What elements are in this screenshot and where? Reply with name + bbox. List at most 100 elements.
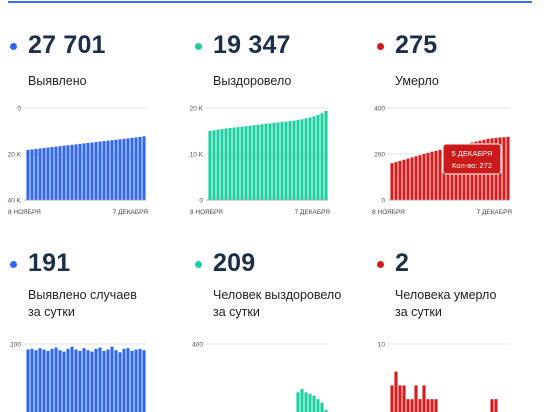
- y-tick-label: 10 K: [190, 152, 204, 159]
- bar: [86, 350, 90, 412]
- bar: [212, 130, 216, 200]
- bar: [300, 388, 304, 412]
- y-tick-label: 0: [17, 106, 21, 113]
- y-tick-label: 20 K: [8, 152, 22, 159]
- bar: [26, 149, 30, 200]
- bar: [288, 121, 292, 200]
- bar: [308, 117, 312, 200]
- x-end-label: 7 ДЕКАБРЯ: [295, 209, 331, 216]
- bar: [406, 158, 410, 200]
- bar: [320, 402, 324, 412]
- y-tick-label: 400: [374, 106, 385, 113]
- bar: [414, 156, 418, 200]
- died-cumulative-chart: 400 200 0 8 НОЯБРЯ 7 ДЕКАБРЯ 5 ДЕКАБРЯ Кол-во:…: [372, 106, 513, 217]
- stat-daily-died-label-2: за сутки: [395, 305, 442, 319]
- bar: [94, 348, 98, 412]
- bar: [304, 118, 308, 200]
- bar: [106, 349, 110, 412]
- y-tick-label: 400: [192, 342, 203, 349]
- bar: [50, 348, 54, 412]
- bar: [34, 148, 38, 200]
- bar: [74, 144, 78, 200]
- bar: [402, 159, 406, 200]
- stat-daily-recovered-label-1: Человек выздоровело: [213, 288, 342, 302]
- bar: [256, 124, 260, 200]
- y-tick-label: 200: [374, 152, 385, 159]
- bar: [142, 136, 146, 200]
- bar: [216, 129, 220, 200]
- blue-dot-icon: [10, 43, 17, 50]
- bar: [410, 399, 414, 412]
- bar: [220, 128, 224, 200]
- bar: [418, 155, 422, 200]
- bar: [142, 350, 146, 412]
- bar: [324, 111, 328, 200]
- bar: [434, 399, 438, 412]
- bar: [46, 350, 50, 412]
- x-start-label: 8 НОЯБРЯ: [8, 209, 41, 216]
- stat-detected-value: 27 701: [28, 31, 106, 59]
- bar: [316, 399, 320, 412]
- daily-detected-chart: 200: [10, 342, 146, 412]
- bar: [228, 128, 232, 200]
- bar: [490, 399, 494, 412]
- bar: [74, 349, 78, 412]
- x-start-label: 8 НОЯБРЯ: [190, 209, 223, 216]
- bar: [430, 151, 434, 200]
- bar: [434, 150, 438, 200]
- bar: [426, 152, 430, 200]
- bar: [54, 146, 58, 200]
- bar: [70, 346, 74, 412]
- bar: [66, 145, 70, 200]
- y-tick-label: 0: [199, 198, 203, 205]
- bar: [54, 347, 58, 412]
- bar: [58, 350, 62, 412]
- bar: [422, 385, 426, 412]
- bar: [430, 399, 434, 412]
- y-tick-label: 0: [381, 198, 385, 205]
- stat-daily-died-value: 2: [395, 249, 410, 277]
- bar: [82, 143, 86, 200]
- bar: [268, 123, 272, 200]
- bar: [62, 351, 66, 412]
- y-tick-label: 200: [10, 342, 21, 349]
- bar: [208, 131, 212, 200]
- bar: [130, 137, 134, 200]
- bar: [90, 142, 94, 200]
- bar: [402, 385, 406, 412]
- bar: [236, 127, 240, 200]
- bar: [312, 395, 316, 412]
- x-end-label: 7 ДЕКАБРЯ: [477, 209, 513, 216]
- y-tick-label: 40 K: [8, 198, 22, 205]
- bar: [46, 147, 50, 200]
- bar: [398, 385, 402, 412]
- bar: [106, 140, 110, 200]
- bar: [240, 126, 244, 200]
- bar: [304, 392, 308, 412]
- bar: [312, 116, 316, 200]
- bar: [426, 399, 430, 412]
- bar: [114, 350, 118, 412]
- tooltip-title: 5 ДЕКАБРЯ: [452, 149, 493, 158]
- bar: [296, 119, 300, 200]
- bar: [280, 122, 284, 200]
- red-dot-icon: [377, 261, 384, 268]
- bar: [50, 147, 54, 200]
- stat-recovered-label: Выздоровело: [213, 74, 292, 88]
- bar: [38, 348, 42, 412]
- stat-daily-recovered-value: 209: [213, 249, 256, 277]
- bar: [26, 349, 30, 412]
- bar: [110, 346, 114, 412]
- stat-detected-label: Выявлено: [28, 74, 87, 88]
- bar: [494, 399, 498, 412]
- bar: [122, 348, 126, 412]
- bar: [90, 351, 94, 412]
- bar: [300, 119, 304, 200]
- bar: [224, 128, 228, 200]
- x-end-label: 7 ДЕКАБРЯ: [113, 209, 149, 216]
- stat-daily-detected-label-2: за сутки: [28, 305, 75, 319]
- bar: [42, 148, 46, 200]
- bar: [118, 352, 122, 412]
- bar: [110, 140, 114, 200]
- bar: [320, 113, 324, 200]
